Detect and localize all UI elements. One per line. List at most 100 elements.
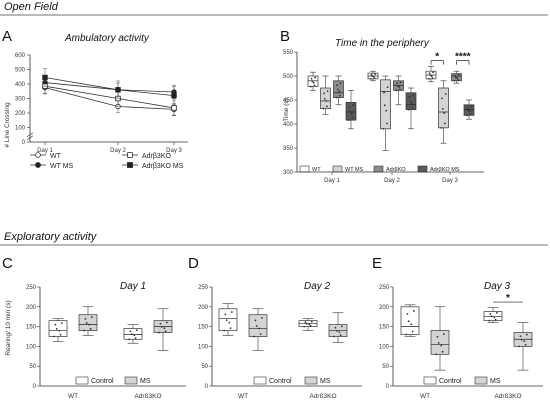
data-point: [339, 94, 341, 97]
legend-d: Control MS: [253, 376, 331, 385]
y-tick-label: 550: [283, 50, 294, 56]
data-point: [428, 72, 431, 75]
data-point: [258, 327, 261, 330]
x-tick-label-a: Day 2: [110, 148, 126, 154]
data-point: [383, 104, 386, 107]
data-point: [412, 94, 415, 97]
legend-b-swatch-3: [417, 165, 428, 173]
data-point: [494, 318, 497, 321]
y-tick-label-a: 200: [15, 111, 26, 117]
data-point: [444, 122, 446, 125]
data-point: [383, 91, 385, 94]
legend-a-marker-wt: [35, 152, 41, 158]
significance-star: ****: [455, 52, 471, 63]
panel-title-d: Day 2: [304, 281, 331, 292]
y-tick-label: 450: [283, 98, 294, 104]
panel-letter-d: D: [188, 255, 199, 272]
section-title-open-field: Open Field: [4, 1, 59, 13]
data-point-a: [171, 92, 177, 99]
legend-d-swatch-control: [253, 376, 267, 385]
y-tick-label: 250: [198, 285, 209, 291]
data-point: [229, 327, 232, 330]
line-chart-ambulatory: 0 100 200 300 400 500 600 Day 1 Day 2 Day 3: [15, 53, 188, 154]
x-tick-label: WT: [238, 393, 248, 400]
box: [218, 308, 238, 331]
data-point: [406, 313, 409, 315]
box-chart-day1: 0 50 100 150 200 250 WT Adrß3KO: [26, 285, 186, 400]
panel-title-c: Day 1: [120, 281, 146, 292]
legend-e: Control MS: [423, 376, 501, 385]
axis-break-a: [26, 135, 34, 141]
data-point: [312, 81, 315, 84]
legend-a-label-wt: WT: [50, 153, 62, 160]
data-point: [431, 77, 434, 79]
data-point: [165, 321, 168, 324]
data-point: [223, 329, 226, 332]
legend-b: WT WT MS AdrβKO AdrβKO MS: [299, 165, 460, 173]
data-point: [396, 84, 399, 87]
data-point: [466, 106, 469, 109]
y-tick-label-a: 100: [15, 126, 26, 132]
data-point: [60, 322, 63, 324]
data-point: [468, 110, 471, 113]
significance-star: *: [506, 293, 510, 304]
panel-title-a: Ambulatory activity: [64, 33, 150, 44]
legend-b-swatch-1: [332, 165, 343, 173]
data-point: [435, 353, 438, 356]
data-point: [519, 335, 522, 338]
data-point: [254, 319, 257, 322]
y-tick-label-a: 400: [15, 82, 26, 88]
data-point: [454, 76, 457, 79]
data-point: [489, 313, 492, 315]
data-point: [304, 321, 307, 324]
y-tick-label: 350: [283, 146, 294, 152]
data-point: [407, 320, 410, 323]
data-point: [411, 106, 414, 109]
data-point: [525, 333, 528, 336]
y-tick-label: 150: [379, 325, 390, 331]
data-point: [83, 329, 86, 332]
data-point: [310, 77, 313, 80]
y-tick-label: 0: [33, 384, 37, 390]
data-point: [135, 329, 138, 332]
panel-letter-e: E: [372, 255, 382, 272]
data-point: [441, 97, 443, 100]
data-point: [158, 331, 161, 334]
y-tick-label: 0: [386, 384, 390, 390]
data-point: [323, 92, 325, 95]
y-tick-label: 50: [201, 364, 208, 370]
data-point: [325, 100, 328, 102]
data-point: [493, 316, 496, 319]
data-point: [372, 75, 375, 78]
legend-c-swatch-ms: [124, 376, 138, 385]
y-tick-label: 250: [26, 285, 37, 291]
legend-b-swatch-0: [299, 165, 310, 173]
data-point: [443, 112, 446, 114]
legend-a-label-koms: Adrβ3KO MS: [142, 163, 184, 170]
data-point: [441, 107, 444, 110]
data-point: [348, 106, 351, 108]
legend-b-label-1: WT MS: [345, 167, 364, 173]
data-point: [259, 333, 262, 336]
data-point: [335, 329, 338, 332]
data-point: [313, 84, 316, 87]
legend-e-swatch-control: [423, 376, 437, 385]
y-tick-label-a: 600: [15, 53, 26, 59]
y-tick-label: 150: [198, 325, 209, 331]
data-point: [490, 315, 493, 318]
y-tick-label-a: 300: [15, 97, 26, 103]
data-point: [351, 117, 354, 120]
data-point: [412, 310, 415, 312]
x-tick-label: Adrß3KO: [134, 393, 161, 400]
data-point: [129, 330, 132, 333]
data-point: [333, 335, 336, 338]
data-point: [314, 76, 317, 79]
data-point: [469, 113, 472, 116]
data-point: [340, 325, 343, 328]
data-point: [163, 327, 166, 330]
data-point: [465, 114, 468, 117]
x-tick-label: Day 1: [324, 178, 340, 184]
x-tick-label: WT: [68, 393, 78, 400]
